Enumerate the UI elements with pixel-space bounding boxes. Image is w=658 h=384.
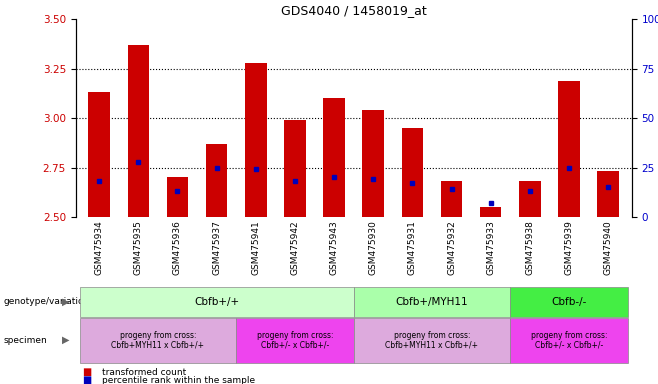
Text: GSM475941: GSM475941 [251,220,261,275]
Text: progeny from cross:
Cbfb+MYH11 x Cbfb+/+: progeny from cross: Cbfb+MYH11 x Cbfb+/+ [111,331,205,350]
Bar [558,81,580,217]
Text: GSM475932: GSM475932 [447,220,456,275]
Bar [206,144,228,217]
Text: ▶: ▶ [62,297,69,307]
Text: GSM475935: GSM475935 [134,220,143,275]
Bar [480,207,501,217]
Bar [166,177,188,217]
Bar [597,172,619,217]
Text: GSM475934: GSM475934 [95,220,104,275]
Text: GSM475942: GSM475942 [290,220,299,275]
Text: ■: ■ [82,375,91,384]
Text: ▶: ▶ [62,335,69,345]
Bar [284,120,306,217]
Bar [323,98,345,217]
Bar [363,110,384,217]
Bar [245,63,266,217]
Text: genotype/variation: genotype/variation [3,297,89,306]
Text: transformed count: transformed count [102,368,186,377]
Text: progeny from cross:
Cbfb+/- x Cbfb+/-: progeny from cross: Cbfb+/- x Cbfb+/- [257,331,333,350]
Text: Cbfb+/+: Cbfb+/+ [194,297,240,307]
Text: percentile rank within the sample: percentile rank within the sample [102,376,255,384]
Text: GSM475939: GSM475939 [565,220,574,275]
Bar [88,93,110,217]
Text: GSM475931: GSM475931 [408,220,417,275]
Text: progeny from cross:
Cbfb+/- x Cbfb+/-: progeny from cross: Cbfb+/- x Cbfb+/- [531,331,607,350]
Bar [128,45,149,217]
Text: specimen: specimen [3,336,47,345]
Text: progeny from cross:
Cbfb+MYH11 x Cbfb+/+: progeny from cross: Cbfb+MYH11 x Cbfb+/+ [386,331,478,350]
Bar [401,128,423,217]
Title: GDS4040 / 1458019_at: GDS4040 / 1458019_at [281,3,426,17]
Text: GSM475933: GSM475933 [486,220,495,275]
Text: GSM475940: GSM475940 [603,220,613,275]
Text: GSM475938: GSM475938 [525,220,534,275]
Text: Cbfb+/MYH11: Cbfb+/MYH11 [395,297,468,307]
Text: Cbfb-/-: Cbfb-/- [551,297,587,307]
Bar [519,181,541,217]
Text: ■: ■ [82,367,91,377]
Bar [441,181,463,217]
Text: GSM475943: GSM475943 [330,220,339,275]
Text: GSM475936: GSM475936 [173,220,182,275]
Text: GSM475937: GSM475937 [212,220,221,275]
Text: GSM475930: GSM475930 [368,220,378,275]
